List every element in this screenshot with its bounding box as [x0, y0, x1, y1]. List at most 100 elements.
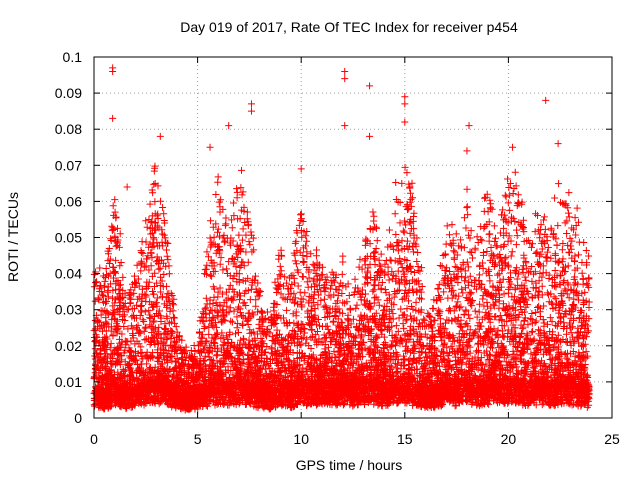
data-point	[567, 329, 575, 337]
data-point	[113, 224, 121, 232]
data-point	[497, 283, 505, 291]
data-point	[97, 311, 105, 319]
data-point	[130, 289, 138, 297]
data-point	[355, 340, 363, 348]
data-point	[377, 250, 385, 258]
data-point	[102, 265, 110, 273]
data-point	[401, 217, 409, 225]
data-point	[526, 315, 534, 323]
data-point	[395, 286, 403, 294]
data-point	[238, 191, 246, 199]
data-point	[243, 208, 251, 216]
data-point	[410, 209, 418, 217]
data-point	[141, 324, 149, 332]
data-point	[402, 316, 410, 324]
data-point	[234, 328, 242, 336]
data-point	[464, 211, 472, 219]
data-point	[203, 261, 211, 269]
data-point	[378, 279, 386, 287]
data-point	[505, 263, 513, 271]
data-point	[296, 367, 304, 375]
data-point	[219, 315, 227, 323]
data-point	[407, 189, 415, 197]
data-point	[458, 272, 466, 280]
data-point	[499, 275, 507, 283]
data-point	[504, 350, 512, 358]
data-point	[369, 287, 377, 295]
data-point	[572, 231, 580, 239]
data-point	[136, 312, 144, 320]
data-point	[235, 231, 243, 239]
data-point	[461, 267, 469, 275]
data-point	[466, 288, 474, 296]
data-point	[210, 293, 218, 301]
data-point	[219, 266, 227, 274]
data-point	[447, 288, 455, 296]
data-point	[271, 278, 279, 286]
data-point	[505, 184, 513, 192]
data-point	[371, 319, 379, 327]
data-point	[486, 230, 494, 238]
data-point	[375, 301, 383, 309]
data-point	[357, 331, 365, 339]
data-point	[205, 330, 213, 338]
data-point	[111, 299, 119, 307]
data-point	[565, 189, 573, 197]
data-point	[463, 204, 471, 212]
data-point	[314, 316, 322, 324]
data-point	[354, 287, 362, 295]
data-point	[309, 332, 317, 340]
data-point	[578, 341, 586, 349]
data-point	[489, 282, 497, 290]
data-point	[141, 336, 149, 344]
data-point	[116, 230, 124, 238]
data-point	[531, 228, 539, 236]
data-point	[303, 237, 311, 245]
data-point	[118, 330, 126, 338]
data-point	[486, 196, 494, 204]
data-point	[163, 303, 171, 311]
data-point	[161, 355, 169, 363]
data-point	[351, 275, 359, 283]
data-point	[495, 270, 503, 278]
data-point	[543, 320, 551, 328]
data-point	[233, 324, 241, 332]
data-point	[106, 260, 114, 268]
data-point	[392, 179, 400, 187]
data-point	[208, 356, 216, 364]
data-point	[518, 265, 526, 273]
data-point	[440, 288, 448, 296]
data-point	[500, 290, 508, 298]
data-point	[290, 290, 298, 298]
data-point	[202, 304, 210, 312]
data-point	[575, 251, 583, 259]
data-point	[400, 228, 408, 236]
data-point	[252, 296, 260, 304]
data-point	[494, 271, 502, 279]
data-point	[414, 248, 422, 256]
data-point	[555, 309, 563, 317]
data-point	[407, 312, 415, 320]
data-point	[233, 185, 241, 193]
data-point	[407, 268, 415, 276]
data-point	[434, 306, 442, 314]
data-point	[281, 273, 289, 281]
data-point	[216, 284, 224, 292]
data-point	[320, 295, 328, 303]
data-point	[238, 320, 246, 328]
data-point	[471, 244, 479, 252]
data-point	[422, 353, 430, 361]
data-point	[504, 175, 512, 183]
data-point	[203, 248, 211, 256]
data-point	[407, 215, 415, 223]
data-point	[463, 185, 471, 193]
data-point	[540, 319, 548, 327]
data-point	[308, 326, 316, 334]
data-point	[407, 348, 415, 356]
data-point	[560, 319, 568, 327]
data-point	[245, 336, 253, 344]
data-point	[405, 180, 413, 188]
data-point	[506, 179, 514, 187]
data-point	[140, 318, 148, 326]
data-point	[338, 270, 346, 278]
